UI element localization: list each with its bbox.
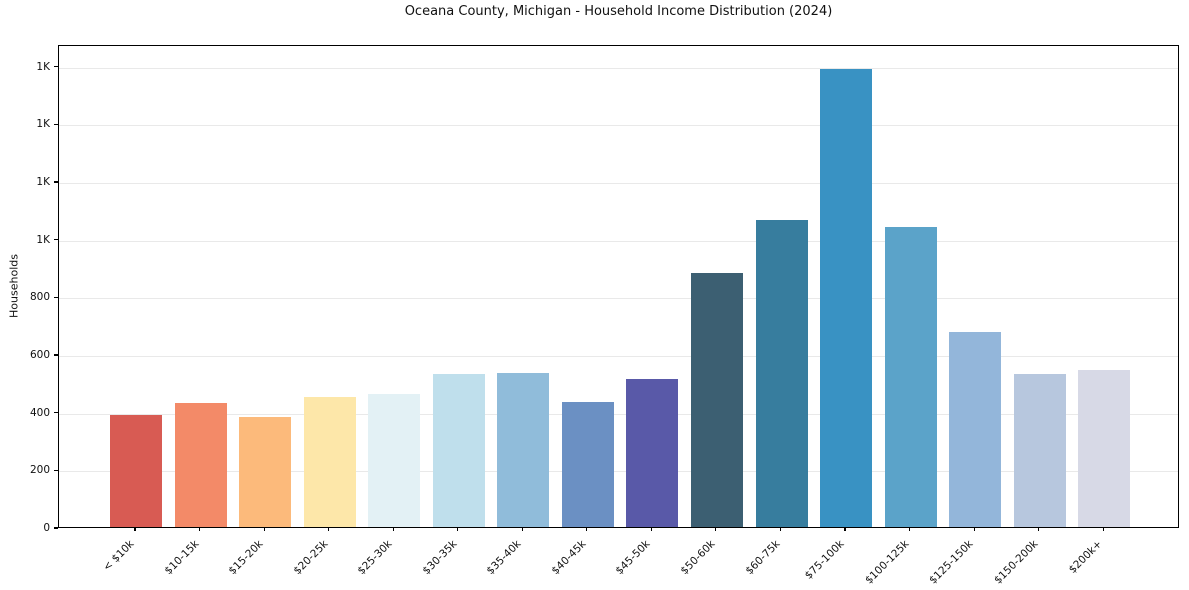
x-tick-mark-1 (199, 527, 201, 531)
y-tick-label-7: 1K (36, 118, 50, 131)
x-tick-mark-7 (586, 527, 588, 531)
bar-$75-100k (820, 68, 872, 527)
y-tick-label-4: 800 (29, 291, 50, 304)
x-tick-mark-12 (909, 527, 911, 531)
bar-$35-40k (497, 372, 550, 527)
y-tick-mark-6 (54, 181, 58, 183)
x-tick-mark-11 (844, 527, 846, 531)
y-tick-mark-1 (54, 469, 58, 471)
bar-$10-15k (174, 403, 227, 527)
gridline-1K-5 (59, 240, 1178, 242)
gridline-200-1 (59, 471, 1178, 473)
y-axis-label: Households (7, 254, 21, 318)
bar-$45-50k (626, 378, 679, 527)
gridline-1K-8 (59, 67, 1178, 69)
gridline-400-2 (59, 413, 1178, 415)
gridline-600-3 (59, 356, 1178, 357)
bar-< $10k (110, 414, 162, 527)
x-tick-mark-6 (521, 527, 523, 531)
y-tick-label-5: 1K (36, 233, 50, 246)
x-tick-mark-5 (457, 527, 459, 531)
y-tick-mark-3 (54, 354, 58, 356)
y-tick-label-1: 200 (29, 464, 50, 477)
x-tick-mark-3 (328, 527, 330, 531)
x-tick-mark-10 (779, 527, 782, 531)
y-tick-label-2: 400 (29, 406, 50, 419)
y-tick-label-0: 0 (43, 522, 50, 534)
bar-$60-75k (755, 219, 808, 527)
x-tick-mark-14 (1038, 527, 1040, 531)
y-tick-mark-2 (54, 412, 58, 414)
y-tick-label-8: 1K (36, 60, 50, 73)
y-tick-label-3: 600 (29, 349, 50, 361)
chart-title: Oceana County, Michigan - Household Inco… (404, 4, 833, 19)
y-tick-label-6: 1K (36, 176, 50, 188)
y-tick-mark-0 (54, 527, 58, 529)
x-tick-mark-15 (1102, 527, 1104, 531)
bar-$25-30k (368, 394, 421, 527)
gridline-1K-7 (59, 125, 1178, 127)
x-tick-mark-2 (263, 527, 265, 531)
gridline-800-4 (59, 298, 1178, 300)
bar-$20-25k (303, 397, 356, 527)
bar-$15-20k (239, 417, 292, 527)
y-tick-mark-4 (54, 296, 58, 298)
y-tick-mark-5 (54, 239, 58, 241)
bar-$50-60k (690, 273, 743, 527)
x-tick-mark-0 (134, 527, 136, 531)
bar-$125-150k (949, 332, 1002, 527)
gridline-1K-6 (59, 183, 1178, 184)
plot-area (58, 45, 1179, 528)
bar-$150-200k (1013, 374, 1066, 527)
bar-$40-45k (561, 401, 614, 527)
bar-$100-125k (884, 227, 937, 527)
x-tick-mark-8 (650, 527, 652, 531)
bar-$200k+ (1078, 369, 1131, 527)
bar-$30-35k (432, 374, 485, 527)
y-tick-mark-8 (54, 66, 58, 68)
x-tick-mark-9 (715, 527, 717, 531)
x-tick-mark-4 (392, 527, 394, 531)
x-tick-mark-13 (973, 527, 975, 531)
x-tick-label-< $10k: < $10k (100, 538, 137, 574)
y-tick-mark-7 (54, 123, 58, 125)
